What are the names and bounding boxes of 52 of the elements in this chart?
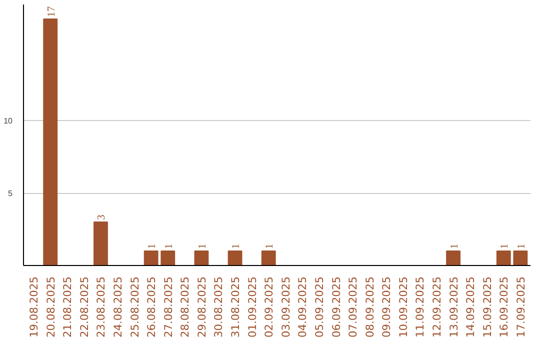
x-tick-label: 12.09.2025: [430, 276, 444, 338]
x-tick-label: 26.08.2025: [145, 276, 158, 338]
x-tick-label: 13.09.2025: [447, 276, 460, 338]
x-tick-label: 01.09.2025: [246, 276, 259, 338]
x-tick-label: 19.08.2025: [28, 276, 41, 338]
data-label: 1: [264, 244, 276, 249]
x-tick-label: 14.09.2025: [464, 276, 478, 338]
x-tick-label: 21.08.2025: [61, 276, 74, 338]
bar: [43, 18, 58, 266]
x-tick-label: 10.09.2025: [396, 276, 410, 338]
y-tick-label: 10: [4, 116, 14, 126]
x-tick-label: 05.09.2025: [312, 276, 326, 338]
x-tick-label: 22.08.2025: [78, 276, 91, 338]
x-tick-label: 08.09.2025: [363, 276, 376, 338]
data-label: 1: [516, 244, 528, 249]
x-tick-label: 30.08.2025: [212, 276, 226, 338]
data-label: 17: [46, 6, 58, 17]
x-tick-label: 24.08.2025: [112, 276, 125, 338]
x-tick-label: 27.08.2025: [162, 276, 175, 338]
x-tick-label: 16.09.2025: [498, 276, 511, 338]
data-label: 1: [147, 244, 158, 249]
x-tick-label: 06.09.2025: [330, 276, 343, 338]
x-tick-label: 15.09.2025: [480, 276, 494, 338]
x-tick-label: 07.09.2025: [346, 276, 360, 338]
x-tick-label: 04.09.2025: [296, 276, 310, 338]
bar: [513, 250, 528, 266]
y-tick-label: 5: [8, 189, 14, 198]
bar: [94, 222, 108, 266]
data-label: 1: [500, 244, 511, 249]
bar: [228, 250, 242, 266]
data-label: 1: [164, 244, 175, 249]
data-label: 3: [96, 214, 108, 220]
x-tick-label: 09.09.2025: [380, 276, 394, 338]
x-tick-label: 02.09.2025: [262, 276, 276, 338]
x-tick-label: 23.08.2025: [94, 276, 108, 338]
bar: [144, 250, 158, 266]
bar: [496, 250, 511, 266]
bar: [446, 250, 460, 266]
x-tick-label: 29.08.2025: [195, 276, 208, 338]
data-label: 1: [231, 244, 242, 249]
x-tick-label: 25.08.2025: [128, 276, 142, 338]
x-tick-label: 31.08.2025: [229, 276, 242, 338]
bar: [261, 250, 276, 266]
x-tick-label: 17.09.2025: [514, 276, 528, 338]
x-tick-label: 11.09.2025: [414, 276, 427, 338]
x-tick-label: 28.08.2025: [178, 276, 192, 338]
data-label: 1: [197, 244, 208, 249]
x-tick-label: 03.09.2025: [279, 276, 292, 338]
data-label: 1: [449, 244, 460, 249]
bar: [160, 250, 176, 266]
bar: [194, 250, 209, 266]
x-tick-label: 20.08.2025: [44, 276, 58, 338]
